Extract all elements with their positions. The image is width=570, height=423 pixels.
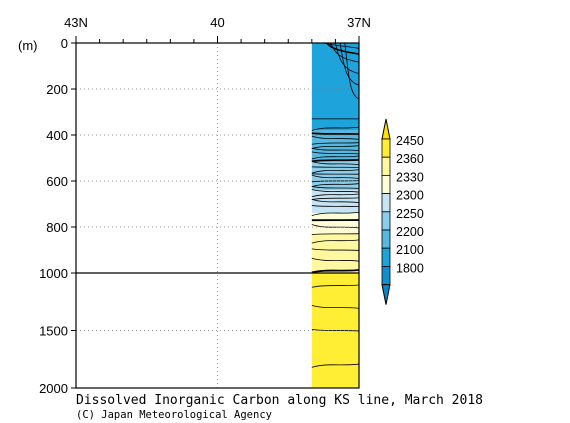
plot-area: 43N 40 37N 0 200 400 600 800 1000 1500 2000 [39,15,371,396]
colorbar-upper-extend [381,118,391,140]
x-tick-label-1: 40 [210,15,224,30]
colorbar-label-1: 2360 [396,152,424,166]
contour-line-15 [311,180,360,183]
colorbar-swatch-6 [381,247,391,267]
contour-line-33 [311,329,360,332]
shallow-contour-4 [339,42,360,86]
colorbar-swatch-4 [381,211,391,231]
band-4 [311,213,359,234]
band-0 [311,43,359,131]
band-5 [311,233,359,273]
contour-line-28 [311,248,360,251]
colorbar-lower-extend [381,284,391,305]
contour-line-30 [311,269,360,274]
band-2 [311,160,359,191]
shallow-contour-2 [330,42,360,63]
contour-line-10 [311,160,360,166]
contour-line-34 [311,363,360,368]
contour-line-20 [311,197,360,200]
contour-line-25 [311,224,360,229]
colorbar-label-3: 2300 [396,189,424,203]
contour-line-31 [311,284,360,288]
colorbar: 2450 2360 2330 2300 2250 2200 2100 1800 [381,118,424,305]
contour-line-1 [311,126,360,131]
contour-line-32 [311,305,360,309]
contour-line-19 [311,193,360,198]
x-tick-label-2: 37N [347,15,371,30]
contour-line-7 [311,151,360,155]
y-tick-label-4: 800 [46,220,68,235]
y-axis-label: (m) [18,38,38,53]
contour-line-6 [311,147,360,152]
band-1 [311,130,359,161]
colorbar-label-7: 1800 [396,261,424,275]
y-tick-label-5: 1000 [39,266,68,281]
contour-line-2 [311,132,360,136]
y-tick-label-1: 200 [46,82,68,97]
colorbar-swatch-0 [381,138,391,158]
contour-line-26 [311,233,360,235]
contour-line-29 [311,257,360,262]
y-tick-label-0: 0 [61,36,68,51]
y-tick-label-7: 2000 [39,381,68,396]
contour-line-17 [311,186,360,189]
contour-line-14 [311,174,360,179]
colorbar-swatch-2 [381,174,391,194]
contour-line-18 [311,189,360,193]
shallow-contour-3 [335,42,360,74]
colorbar-swatch-7 [381,265,391,285]
contour-line-11 [311,166,360,168]
contour-line-23 [311,211,360,217]
shallow-contour-5 [344,42,360,100]
colorbar-label-6: 2100 [396,243,424,257]
contour-line-9 [311,159,360,163]
colorbar-swatch-5 [381,229,391,249]
contour-line-12 [311,169,360,174]
contour-line-27 [311,239,360,244]
colorbar-label-0: 2450 [396,134,424,148]
contour-line-4 [311,142,360,145]
contour-line-3 [311,135,360,140]
y-tick-label-2: 400 [46,128,68,143]
colorbar-swatch-1 [381,156,391,176]
colorbar-label-2: 2330 [396,170,424,184]
colorbar-label-5: 2200 [396,225,424,239]
colorbar-label-4: 2250 [396,207,424,221]
y-tick-label-3: 600 [46,174,68,189]
chart-title: Dissolved Inorganic Carbon along KS line… [76,393,483,408]
contour-line-21 [311,199,360,204]
contour-line-16 [311,183,360,188]
contour-line-8 [311,155,360,160]
contour-line-5 [311,145,360,149]
contour-line-22 [311,205,360,207]
colorbar-swatch-3 [381,193,391,213]
y-tick-label-6: 1500 [39,324,68,339]
x-tick-label-0: 43N [64,15,88,30]
credit-text: (C) Japan Meteorological Agency [76,409,272,421]
